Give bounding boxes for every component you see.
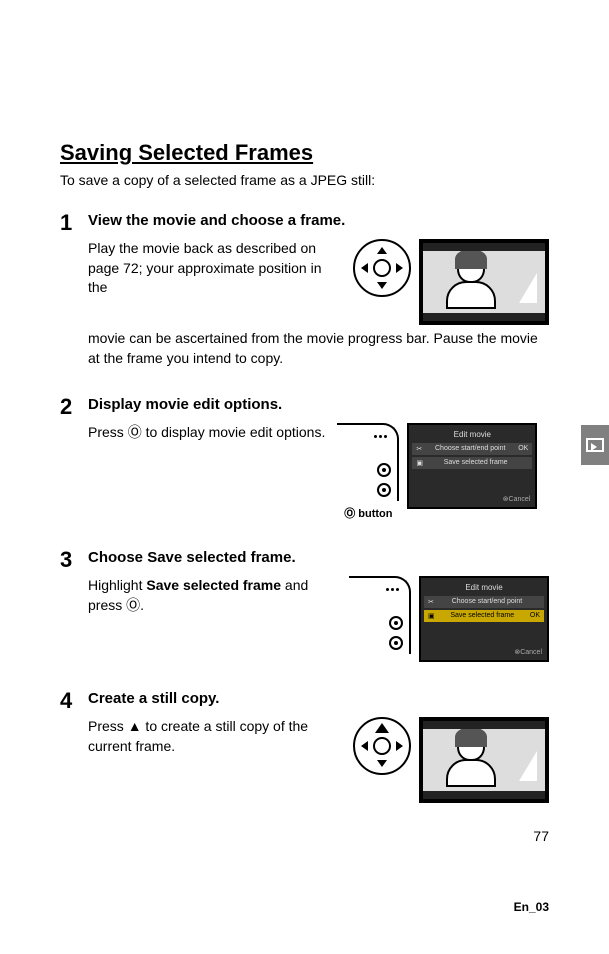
step-number: 3 [60,549,88,662]
camera-body-illustration [349,576,411,654]
step-text-continued: movie can be ascertained from the movie … [88,329,549,368]
step-number: 4 [60,690,88,803]
footer-code: En_03 [514,900,549,914]
multi-selector-up-icon [353,717,411,775]
button-label: Ⓞ button [344,505,392,521]
menu-screen-illustration: Edit movie ✂Choose start/end point ▣Save… [419,576,549,662]
camera-screen-illustration [419,239,549,325]
step-4: 4 Create a still copy. Press ▲ to create… [60,690,549,803]
menu-screen-illustration: Edit movie ✂Choose start/end pointOK ▣Sa… [407,423,537,509]
step-text: Press Ⓞ to display movie edit options. [88,423,325,521]
step-1: 1 View the movie and choose a frame. Pla… [60,212,549,368]
step-number: 2 [60,396,88,521]
intro-text: To save a copy of a selected frame as a … [60,172,549,188]
camera-body-illustration [337,423,399,501]
multi-selector-icon [353,239,411,297]
page-number: 77 [533,828,549,844]
step-text: Highlight Save selected frame and press … [88,576,337,662]
step-heading: Create a still copy. [88,690,549,707]
step-3: 3 Choose Save selected frame. Highlight … [60,549,549,662]
step-heading: Display movie edit options. [88,396,549,413]
step-text: Play the movie back as described on page… [88,239,341,325]
section-tab-icon [581,425,609,465]
step-text: Press ▲ to create a still copy of the cu… [88,717,341,803]
step-2: 2 Display movie edit options. Press Ⓞ to… [60,396,549,521]
step-number: 1 [60,212,88,368]
camera-screen-illustration [419,717,549,803]
page-title: Saving Selected Frames [60,140,549,166]
step-heading: View the movie and choose a frame. [88,212,549,229]
step-heading: Choose Save selected frame. [88,549,549,566]
